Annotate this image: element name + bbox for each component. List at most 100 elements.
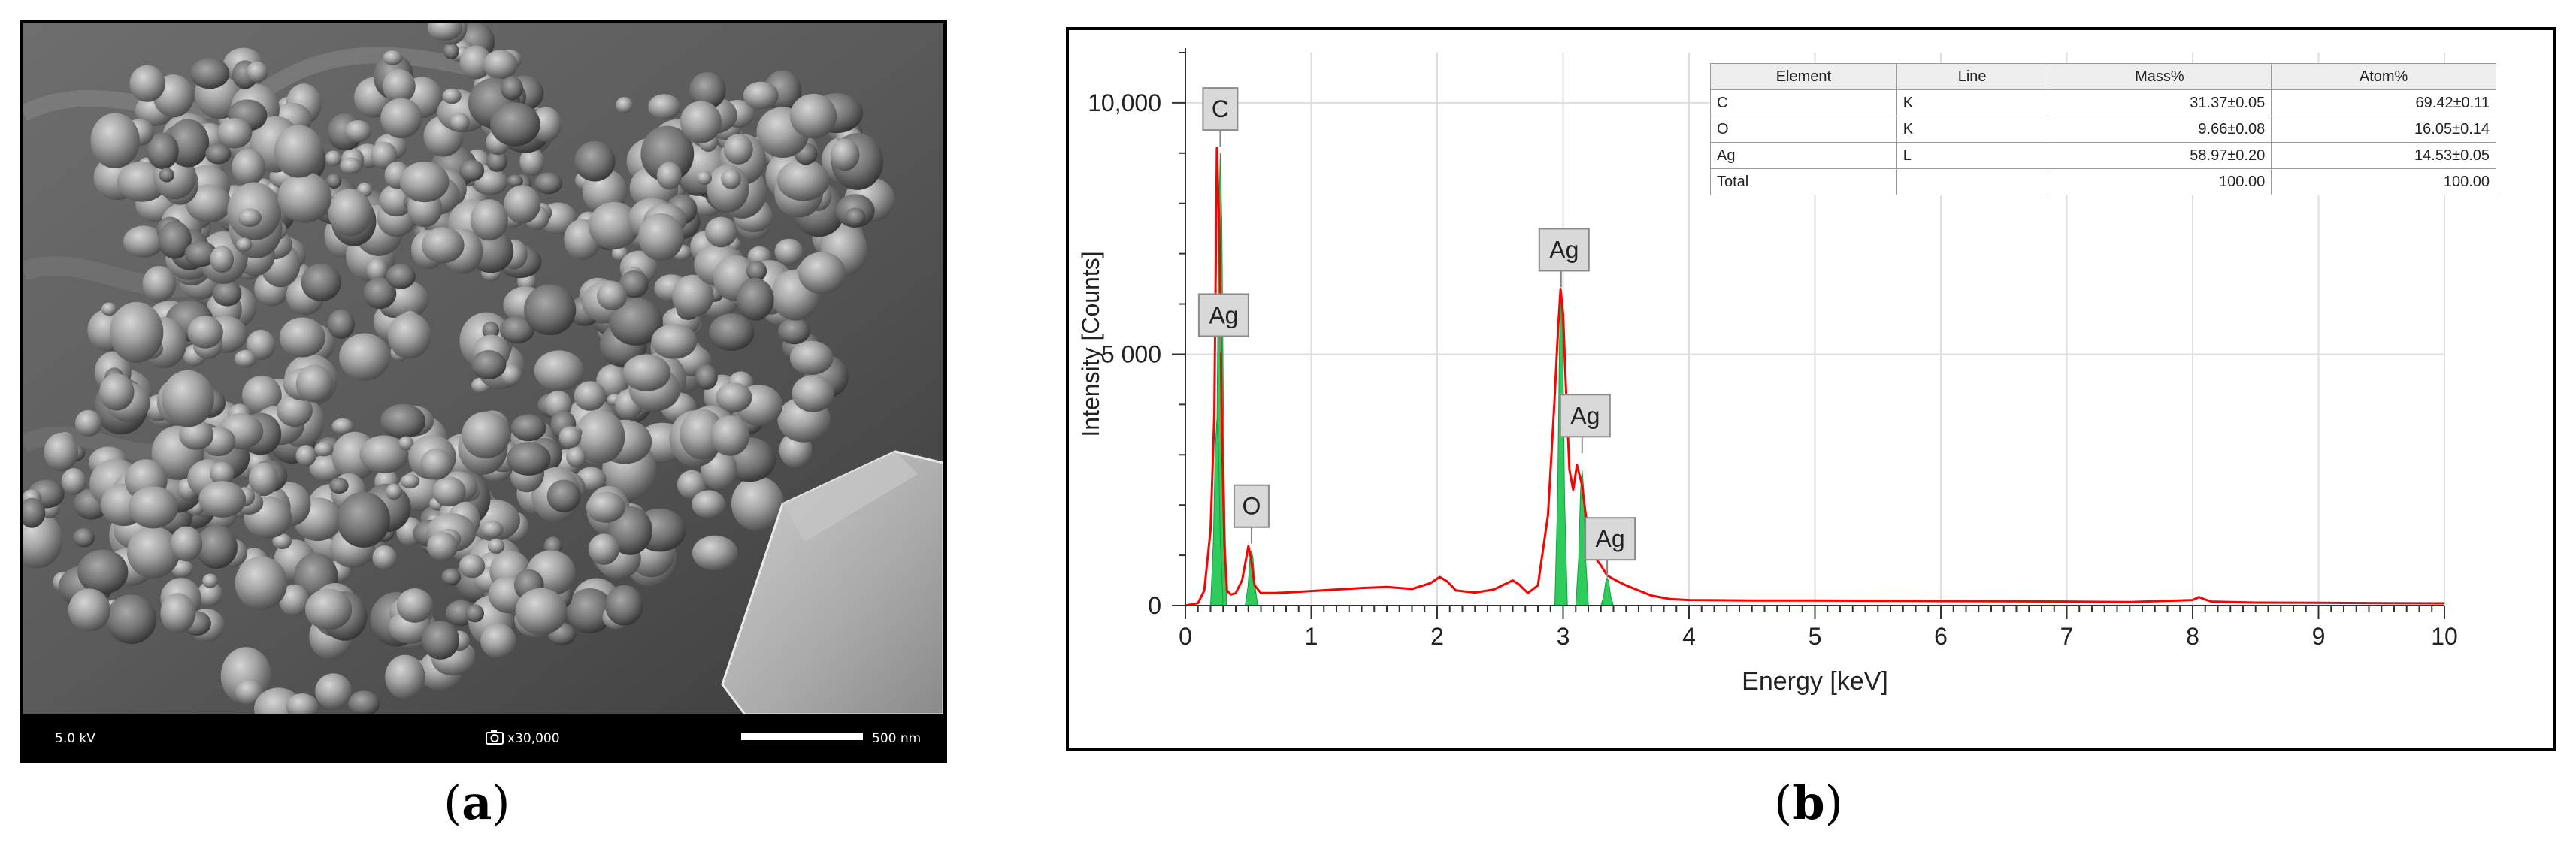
sem-grain [482,321,499,340]
table-cell: Total [1710,168,1897,195]
x-tick-label: 3 [1557,623,1570,650]
sem-grain [531,107,562,142]
sem-grain [830,138,860,171]
peak-label: C [1202,87,1239,147]
sem-grain [672,274,714,317]
sem-grain [692,490,726,518]
sem-grain [695,364,718,390]
table-cell: K [1896,89,2048,116]
sem-grain [480,623,516,659]
sem-grain [776,159,830,201]
sem-grain [301,263,341,301]
peak-label-text: C [1212,95,1229,122]
sem-grain [524,284,577,336]
sem-grain [327,309,355,339]
sem-grain [99,373,135,411]
sem-micrograph [23,23,943,714]
sem-grain [74,409,102,437]
sem-grain [640,125,695,183]
sem-grain [638,213,684,261]
sem-grain [73,527,95,548]
y-tick-label: 5 000 [1101,340,1161,367]
caption-letter: a [462,775,492,830]
sem-grain [483,50,518,80]
sem-grain [399,162,450,203]
sem-grain [586,491,625,523]
sem-grain [470,199,508,241]
sem-grain [388,313,431,359]
table-cell: 16.05±0.14 [2271,116,2496,143]
x-tick-label: 1 [1305,623,1318,650]
sem-grain [619,270,649,298]
sem-grain [198,481,247,518]
x-tick-label: 10 [2431,623,2458,650]
sem-grain [534,350,584,391]
sem-grain [246,329,276,361]
sem-grain [326,173,342,189]
peak-fills [1209,153,1615,606]
sem-grain [386,483,402,500]
sem-grain [462,411,510,459]
sem-grain [197,582,223,606]
sem-grain [546,479,581,512]
sem-grain [160,593,196,633]
spectrum-line-group [1185,147,2445,607]
sem-grain [277,394,313,427]
sem-grain [386,264,416,289]
sem-grain [622,354,671,391]
sem-grain [126,526,180,579]
sem-grain [746,261,767,282]
sem-grain [105,594,157,644]
peak-fill [1554,294,1568,606]
sem-grain [385,654,425,699]
sem-grain [709,313,755,351]
sem-grain [798,252,846,295]
sem-grain [605,585,643,626]
sem-grain [574,381,607,411]
sem-grain [432,476,466,507]
sem-grain [420,448,453,480]
sem-grain [195,524,238,569]
x-tick-label: 8 [2186,623,2199,650]
caption-paren-open: ( [443,775,462,830]
sem-grain [696,171,713,186]
camera-icon [486,730,504,745]
sem-grain [90,113,140,168]
table-cell: 100.00 [2047,168,2272,195]
caption-letter: b [1792,775,1825,830]
sem-grain [295,445,316,467]
sem-grain [716,382,752,412]
sem-grain [845,207,866,227]
sem-grain [499,364,522,386]
sem-grain [344,120,372,143]
table-cell: 14.53±0.05 [2271,142,2496,169]
sem-grain [101,302,117,316]
sem-grain [340,157,362,174]
sem-grain [792,375,834,412]
sem-grain [286,693,319,714]
sem-grain [398,436,414,451]
sem-grain [427,531,458,561]
table-cell: 100.00 [2271,168,2496,195]
sem-grain [186,184,232,223]
sem-voltage: 5.0 kV [55,731,95,746]
table-cell: Ag [1710,142,1897,169]
sem-grain [736,278,774,321]
sem-grain [774,238,804,265]
y-axis-title: Intensity [Counts] [1077,251,1104,437]
sem-grain [778,318,810,345]
sem-grain [277,171,332,223]
x-axis-title: Energy [keV] [1742,667,1888,696]
sem-grain [295,364,333,403]
peak-label-text: Ag [1549,236,1579,263]
sem-grain [515,588,568,635]
sem-grain [588,533,620,565]
sem-grain [558,426,582,449]
table-cell: 31.37±0.05 [2047,89,2272,116]
caption-paren-open: ( [1774,775,1793,830]
sem-grain [504,185,541,224]
table-header-cell: Mass% [2047,63,2272,90]
sem-grain [450,113,470,132]
peak-label: Ag [1559,394,1611,454]
x-tick-label: 0 [1179,623,1192,650]
